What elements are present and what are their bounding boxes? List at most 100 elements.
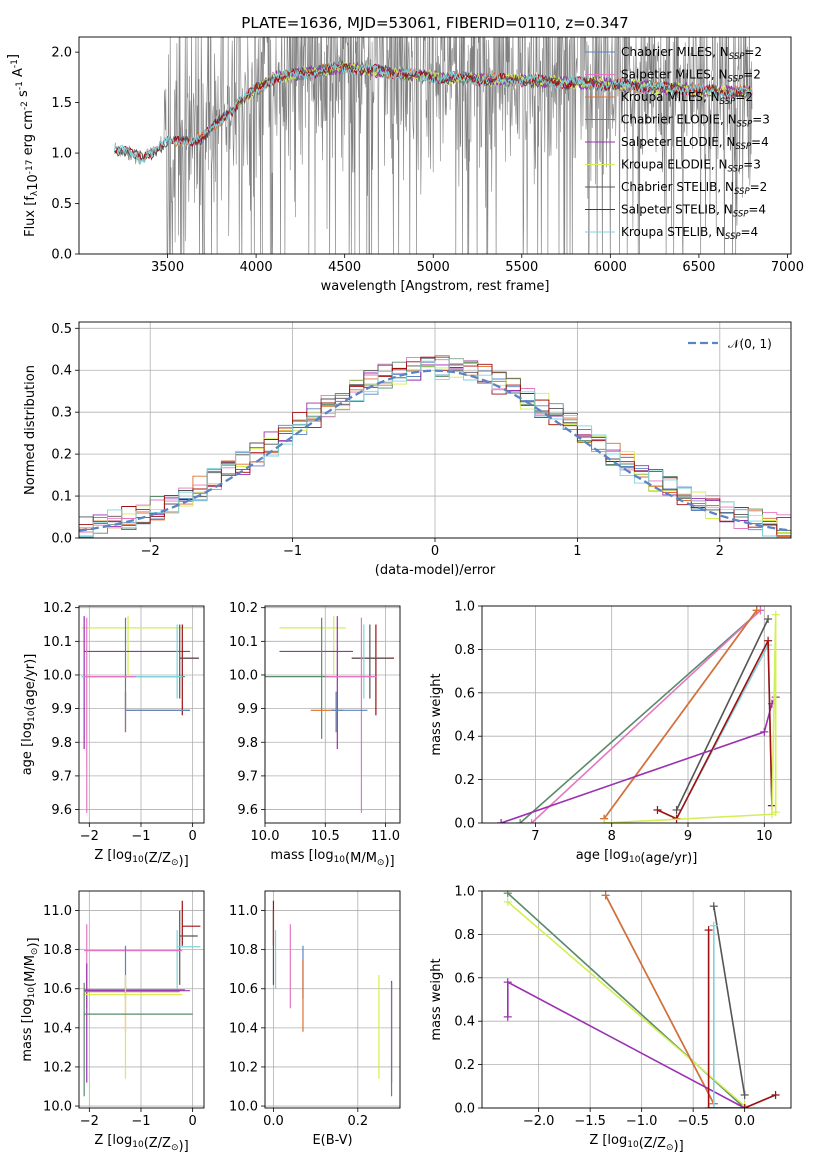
x-axis-label: Z [log10(Z/Z⊙)] [589,1133,683,1154]
x-tick-label: 7000 [771,260,804,275]
y-tick-label: 0.0 [51,248,72,263]
legend-label-main: Kroupa ELODIE, N [621,158,728,172]
hist-kroupa-stelib [79,358,791,538]
label-part: ⊙ [171,1143,179,1153]
y-tick-label: 9.6 [51,803,72,818]
weight-line-salpeter-stelib [707,930,776,1108]
label-part: (data-model)/error [375,563,496,578]
axes-spectrum: 3500 4000 4500 5000 5500 6000 6500 7000 0.0 0.5 1.… [6,36,804,294]
y-tick-label: 0.2 [454,773,475,788]
x-tick-label: 6500 [682,260,715,275]
y-tick-label: 10.6 [229,982,258,997]
y-axis-label: age [log10(age/yr)] [20,654,38,776]
legend-label-tail: =3 [743,158,761,172]
legend-label-sub: SSP [729,52,745,62]
y-tick-label: 11.0 [229,904,258,919]
legend-label-sub: SSP [733,210,749,220]
label-part: (Z/Z [144,851,171,866]
x-tick-label: −2.0 [523,1114,555,1129]
weight-line-salpeter-stelib [657,640,773,820]
axes-frame [481,605,792,824]
x-tick-label: −1 [131,829,150,844]
label-part: wavelength [Angstrom, rest frame] [321,279,550,294]
label-part: 10 [26,174,41,191]
label-part: (Z/Z [144,1136,171,1151]
x-axis-label: Z [log10(Z/Z⊙)] [94,1133,188,1154]
y-tick-label: 0.8 [454,928,475,943]
label-part: )] [179,1139,189,1154]
y-tick-label: 0.4 [51,364,72,379]
legend-label-tail: =2 [735,90,753,104]
legend-label-main: Kroupa MILES, N [621,90,720,104]
x-tick-label: −1 [283,544,302,559]
legend-label-sub: SSP [720,97,736,107]
y-tick-label: 9.7 [51,769,72,784]
label-part: Z [log [589,1133,627,1148]
label-part: 10 [132,855,144,865]
label-part: mass [log [270,848,333,863]
x-tick-label: −0.5 [677,1114,709,1129]
label-part: 10 [334,855,346,865]
weight-line-chabrier-stelib [713,906,746,1096]
legend-label: Chabrier STELIB, NSSP=2 [621,180,767,197]
model-line-kroupa-stelib [113,61,753,166]
x-tick-label: 10 [756,829,773,844]
legend-label-tail: =4 [748,203,766,217]
y-axis-label: mass weight [429,958,444,1040]
label-part: age [log [576,848,629,863]
plot-layer: 3500 4000 4500 5000 5500 6000 6500 70000.00.51.… [6,36,804,1154]
label-part: s [16,90,31,101]
y-tick-label: 0.2 [51,448,72,463]
label-part: ] [6,54,21,59]
y-axis-label: mass [log10(M/M⊙)] [20,937,41,1061]
y-tick-label: 10.2 [229,601,258,616]
normal-curve [79,369,791,532]
weight-line-kroupa-elodie [604,614,777,823]
y-tick-label: 9.6 [237,803,258,818]
x-tick-label: 6000 [594,260,627,275]
y-tick-label: 10.2 [43,601,72,616]
y-tick-label: 10.8 [43,943,72,958]
label-part: 10 [27,710,37,722]
legend-label-sub: SSP [725,232,741,242]
axes-frame [481,890,792,1109]
y-tick-label: 1.5 [51,96,72,111]
axes-weight_Z: −2.0 −1.5 −1.0 −0.5 0.0 0.0 0.2 0.4 0.6 0.8 1.0 Z [… [429,885,792,1154]
legend-label-tail: =2 [743,68,761,82]
weight-line-chabrier-stelib [675,618,769,811]
axes-mass_ebv: 0.0 0.2 10.0 10.2 10.4 10.6 10.8 11.0 E(B-V) [229,890,401,1148]
legend-label: Chabrier ELODIE, NSSP=3 [621,113,770,130]
plot-area [81,616,199,813]
label-part: -2 [20,101,30,110]
figure-title: PLATE=1636, MJD=53061, FIBERID=0110, z=0… [241,14,628,32]
label-part: )] [179,854,189,869]
label-part: A [11,68,26,81]
label-part: Z [log [94,848,132,863]
weight-line-salpeter-miles [531,609,762,823]
weight-line-kroupa-miles [603,609,758,820]
legend-label-sub: SSP [734,187,750,197]
y-tick-label: 11.0 [43,904,72,919]
axes-age_mass: 10.0 10.5 11.0 9.6 9.7 9.8 9.9 10.0 10.1 10.2 mass… [229,601,401,869]
x-tick-label: 0 [431,544,439,559]
legend-label-tail: =4 [751,135,769,149]
y-tick-label: 10.4 [229,1021,258,1036]
x-tick-label: 0.0 [263,1114,284,1129]
legend-label-sub: SSP [735,142,751,152]
weight-line-kroupa-miles [604,894,715,1105]
legend-label-tail: =4 [741,225,759,239]
axes-frame [78,36,792,255]
y-tick-label: 10.2 [43,1060,72,1075]
x-tick-label: 0.0 [734,1114,755,1129]
x-tick-label: 1 [573,544,581,559]
x-tick-label: 2 [716,544,724,559]
label-part: (M/M [23,955,38,987]
y-tick-label: 10.0 [43,668,72,683]
x-tick-label: 0 [188,829,196,844]
x-tick-label: 8 [608,829,616,844]
x-tick-label: −2 [80,829,99,844]
label-part: mass weight [429,673,444,755]
label-part: ⊙ [666,1143,674,1153]
label-part: (M/M [345,851,377,866]
